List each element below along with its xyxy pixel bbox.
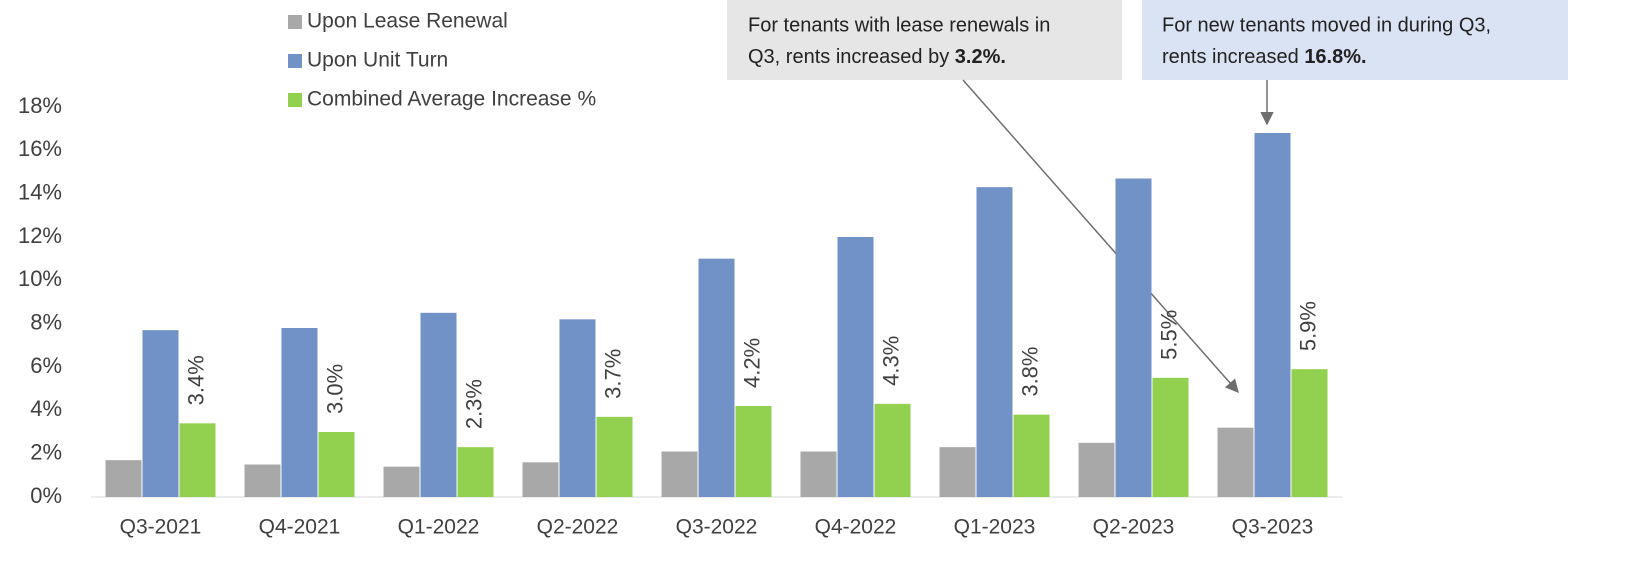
legend-swatch (288, 15, 302, 29)
data-label: 3.0% (322, 364, 347, 414)
legend-label: Combined Average Increase % (307, 88, 596, 111)
y-tick-label: 4% (30, 396, 62, 421)
bar (457, 447, 494, 497)
bar (522, 462, 559, 497)
data-label: 3.8% (1017, 347, 1042, 397)
data-label: 4.3% (878, 336, 903, 386)
bar (800, 451, 837, 497)
y-tick-label: 14% (18, 179, 62, 204)
data-label: 5.9% (1295, 301, 1320, 351)
annotation-emphasis: 16.8%. (1304, 46, 1366, 68)
x-tick-label: Q1-2023 (954, 516, 1036, 539)
bar (1013, 414, 1050, 497)
x-tick-label: Q3-2021 (120, 516, 202, 539)
y-tick-label: 8% (30, 309, 62, 334)
y-tick-label: 16% (18, 136, 62, 161)
bar (281, 328, 318, 497)
data-label: 3.7% (600, 349, 625, 399)
data-label: 5.5% (1156, 310, 1181, 360)
bar (105, 460, 142, 497)
x-tick-label: Q4-2021 (259, 516, 341, 539)
x-tick-label: Q4-2022 (815, 516, 897, 539)
y-tick-label: 6% (30, 353, 62, 378)
bar (142, 330, 179, 497)
x-tick-label: Q2-2022 (537, 516, 619, 539)
y-tick-label: 10% (18, 266, 62, 291)
annotation-text: rents increased 16.8%. (1162, 46, 1367, 68)
bar (976, 187, 1013, 497)
annotation-text: For tenants with lease renewals in (748, 14, 1050, 36)
annotation-box (1142, 0, 1568, 80)
bar (698, 258, 735, 497)
bar (837, 237, 874, 497)
x-tick-label: Q3-2023 (1232, 516, 1314, 539)
annotation-emphasis: 3.2%. (955, 46, 1006, 68)
bar (318, 432, 355, 497)
legend-swatch (288, 93, 302, 107)
bar (1078, 442, 1115, 497)
x-tick-label: Q1-2022 (398, 516, 480, 539)
x-tick-label: Q3-2022 (676, 516, 758, 539)
bar (244, 464, 281, 497)
bar (596, 416, 633, 497)
legend-label: Upon Unit Turn (307, 49, 448, 72)
bar (1254, 133, 1291, 497)
annotation-arrow (962, 79, 1239, 394)
y-tick-label: 18% (18, 93, 62, 118)
legend-swatch (288, 54, 302, 68)
data-label: 3.4% (183, 355, 208, 405)
data-label: 4.2% (739, 338, 764, 388)
data-label: 2.3% (461, 379, 486, 429)
annotation-box (727, 0, 1122, 80)
legend-label: Upon Lease Renewal (307, 10, 508, 33)
y-tick-label: 12% (18, 223, 62, 248)
y-tick-label: 0% (30, 483, 62, 508)
bar (874, 403, 911, 497)
annotation-text: rents increased (1162, 46, 1299, 68)
bar (1291, 369, 1328, 497)
bar (735, 406, 772, 497)
bar (1217, 427, 1254, 497)
bar (179, 423, 216, 497)
bar (1115, 178, 1152, 497)
annotation-text: Q3, rents increased by (748, 46, 949, 68)
bar (420, 312, 457, 497)
annotation-text: For new tenants moved in during Q3, (1162, 14, 1491, 36)
x-tick-label: Q2-2023 (1093, 516, 1175, 539)
bar (939, 447, 976, 497)
bar (383, 466, 420, 497)
bar (661, 451, 698, 497)
annotation-text: Q3, rents increased by 3.2%. (748, 46, 1006, 68)
bar (1152, 377, 1189, 497)
y-tick-label: 2% (30, 439, 62, 464)
bar (559, 319, 596, 497)
